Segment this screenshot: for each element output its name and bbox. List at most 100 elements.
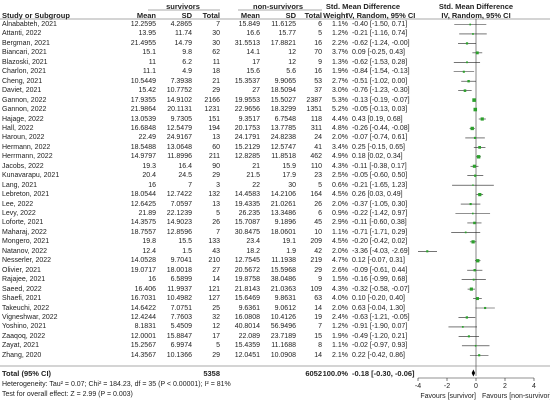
sd1-cell: 9.8	[182, 49, 192, 57]
mean1-cell: 19.8	[142, 238, 156, 246]
study-name: Olivier, 2021	[2, 266, 41, 274]
ci-cell: -0.49 [-1.20, 0.21]	[352, 332, 408, 340]
point-estimate	[469, 203, 472, 206]
mean2-cell: 20.1753	[234, 124, 260, 132]
total2-cell: 118	[310, 115, 322, 123]
sd2-cell: 11.8518	[271, 153, 296, 161]
total1-cell: 30	[212, 30, 220, 38]
pooled-diamond	[471, 369, 476, 377]
study-name: Bergman, 2021	[2, 39, 50, 47]
x-tick-label: 2	[503, 383, 507, 390]
mean1-cell: 13.95	[138, 30, 156, 38]
study-name: Haroun, 2022	[2, 134, 45, 142]
total2-cell: 70	[314, 49, 322, 57]
mean1-cell: 16.7031	[130, 295, 156, 303]
weight-cell: 2.4%	[332, 313, 348, 321]
total-row-n1: 5358	[203, 369, 220, 378]
sd1-cell: 14.9023	[166, 219, 192, 227]
mean2-cell: 15.6	[246, 68, 260, 76]
mean2-cell: 21.5	[246, 172, 260, 180]
sd2-cell: 21.0261	[270, 200, 296, 208]
total2-cell: 6	[318, 210, 322, 217]
mean1-cell: 12.6425	[130, 200, 156, 208]
weight-cell: 4.3%	[332, 162, 348, 170]
x-tick-label: -4	[414, 383, 422, 390]
mean1-cell: 20.4	[142, 172, 156, 180]
sd2-cell: 11.1688	[271, 342, 296, 350]
weight-cell: 4.5%	[332, 238, 348, 246]
favours-right-label: Favours [non-survivor]	[482, 393, 550, 400]
point-estimate	[476, 259, 480, 263]
study-name: Loforte, 2021	[2, 219, 44, 227]
sd2-cell: 38.0486	[270, 276, 296, 284]
weight-cell: 2.0%	[332, 304, 348, 312]
weight-cell: 5.3%	[332, 96, 348, 104]
ci-cell: -0.76 [-1.23, -0.30]	[352, 87, 410, 95]
weight-cell: 1.1%	[332, 228, 348, 236]
total1-cell: 90	[212, 162, 220, 170]
point-estimate	[478, 145, 481, 149]
sd2-cell: 30	[288, 181, 296, 189]
total2-cell: 29	[314, 266, 322, 274]
mean1-cell: 12.4244	[130, 313, 156, 321]
total1-cell: 5	[216, 210, 220, 217]
weight-cell: 2.5%	[332, 172, 348, 180]
ci-cell: -0.40 [-1.50, 0.71]	[352, 21, 408, 28]
weight-cell: 1.2%	[332, 323, 348, 331]
mean2-cell: 15.849	[238, 21, 260, 28]
sd2-cell: 9.8631	[274, 295, 296, 303]
total1-cell: 211	[208, 153, 220, 161]
study-name: Charlon, 2021	[2, 68, 46, 76]
group1-header: survivors	[166, 2, 200, 11]
overall-effect-text: Test for overall effect: Z = 2.99 (P = 0…	[2, 391, 133, 398]
mean1-cell: 14.6422	[130, 304, 156, 312]
total1-cell: 5	[216, 342, 220, 350]
study-name: Kunavarapu, 2021	[2, 172, 60, 180]
ci-cell: -0.11 [-0.38, 0.17]	[352, 162, 407, 170]
sd2-cell: 15.9	[282, 162, 296, 170]
mean2-cell: 19.8758	[234, 276, 260, 284]
mean2-cell: 16.6	[246, 30, 260, 38]
mean1-cell: 12.2595	[130, 21, 156, 28]
total2-cell: 23	[314, 172, 322, 180]
x-tick-label: 0	[474, 383, 478, 390]
ci-cell: -0.51 [-1.02, 0.00]	[352, 77, 408, 85]
weight-cell: 4.0%	[332, 295, 348, 303]
sd1-cell: 4.9	[182, 68, 192, 76]
mean1-cell: 8.1831	[134, 323, 156, 331]
sd2-cell: 18.0601	[270, 228, 296, 236]
sd1-cell: 11.74	[175, 30, 192, 38]
weight-cell: 5.2%	[332, 106, 348, 114]
total2-cell: 109	[310, 285, 322, 293]
total2-cell: 26	[314, 200, 322, 208]
weight-cell: 3.4%	[332, 143, 348, 151]
point-estimate	[461, 326, 464, 328]
total2-cell: 42	[314, 247, 322, 255]
mean1-cell: 11	[148, 58, 156, 66]
study-name: Daviet, 2021	[2, 87, 42, 95]
mean2-header: Mean	[240, 11, 260, 20]
heterogeneity-text: Heterogeneity: Tau² = 0.07; Chi² = 184.2…	[2, 381, 231, 388]
point-estimate	[474, 174, 477, 177]
sd2-cell: 12	[288, 58, 296, 66]
mean1-cell: 16.6848	[130, 124, 156, 132]
mean1-cell: 15.2567	[130, 342, 156, 350]
sd2-cell: 10.0908	[270, 351, 296, 359]
total2-cell: 16	[314, 68, 322, 76]
mean1-cell: 16	[148, 181, 156, 189]
point-estimate	[473, 107, 478, 112]
total1-cell: 17	[212, 332, 220, 340]
sd2-cell: 17.8821	[270, 39, 296, 47]
point-estimate	[472, 278, 475, 281]
sd1-cell: 12.5479	[166, 124, 192, 132]
sd1-cell: 22.1239	[166, 210, 192, 217]
weight-cell: 2.0%	[332, 134, 348, 142]
sd1-cell: 7.7603	[170, 313, 192, 321]
weight-cell: 0.9%	[332, 210, 348, 217]
weight-cell: 2.6%	[332, 266, 348, 274]
sd1-cell: 7.0597	[170, 200, 192, 208]
sd2-cell: 56.9496	[270, 323, 296, 331]
study-name: Herrmann, 2022	[2, 153, 53, 161]
study-name: Natanov, 2022	[2, 247, 48, 255]
total2-cell: 5	[318, 181, 322, 189]
